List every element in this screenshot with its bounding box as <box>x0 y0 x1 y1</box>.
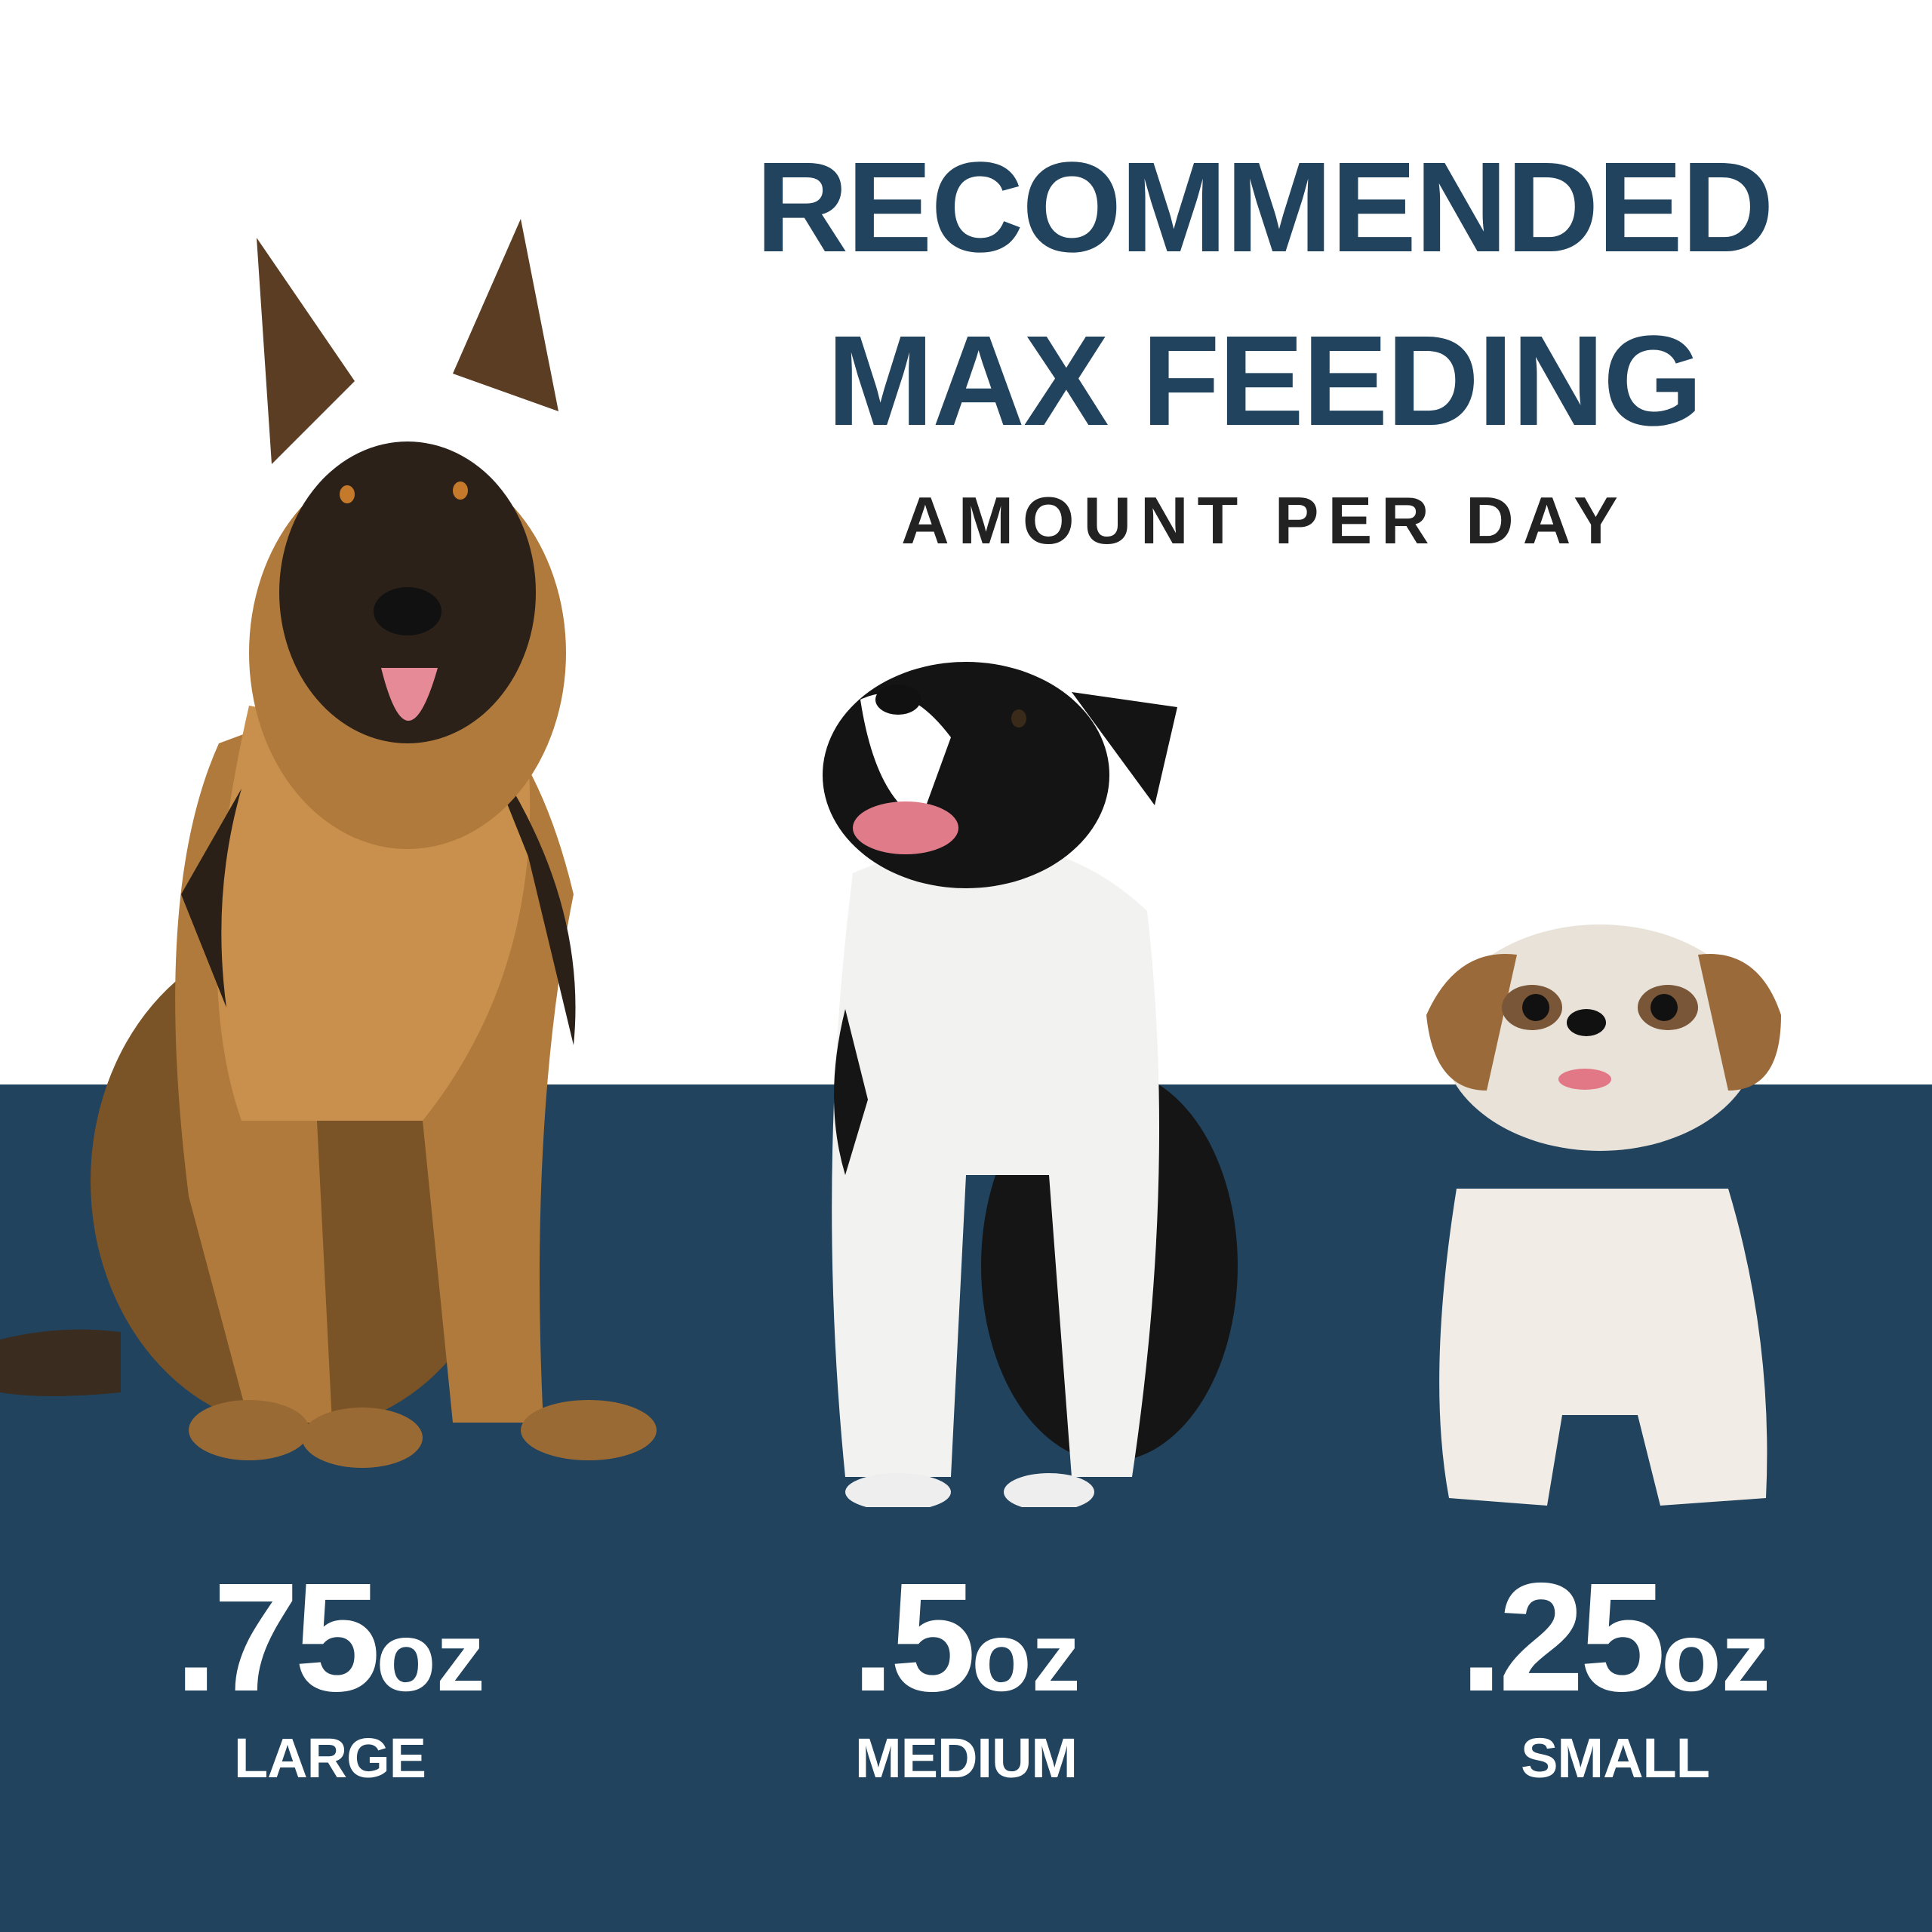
amount-large: .75oz <box>66 1555 594 1740</box>
amount-small: .25oz <box>1351 1555 1879 1740</box>
amount-small-value: .25 <box>1460 1551 1666 1724</box>
shih-tzu-image <box>1426 924 1781 1506</box>
amount-medium-unit: oz <box>971 1601 1081 1712</box>
german-shepherd-image <box>0 219 657 1468</box>
amount-medium-value: .5 <box>851 1551 976 1724</box>
subtitle: AMOUNT PER DAY <box>901 483 1627 558</box>
amount-large-unit: oz <box>376 1601 485 1712</box>
amount-small-unit: oz <box>1661 1601 1770 1712</box>
size-label-small: SMALL <box>1521 1727 1710 1789</box>
amount-large-value: .75 <box>174 1551 380 1724</box>
title-line-2: MAX FEEDING <box>826 309 1703 453</box>
size-label-large: LARGE <box>234 1727 426 1789</box>
border-collie-image <box>823 662 1238 1507</box>
amount-medium: .5oz <box>702 1555 1230 1740</box>
title-line-1: RECOMMENDED <box>755 136 1774 279</box>
size-label-medium: MEDIUM <box>854 1727 1078 1789</box>
